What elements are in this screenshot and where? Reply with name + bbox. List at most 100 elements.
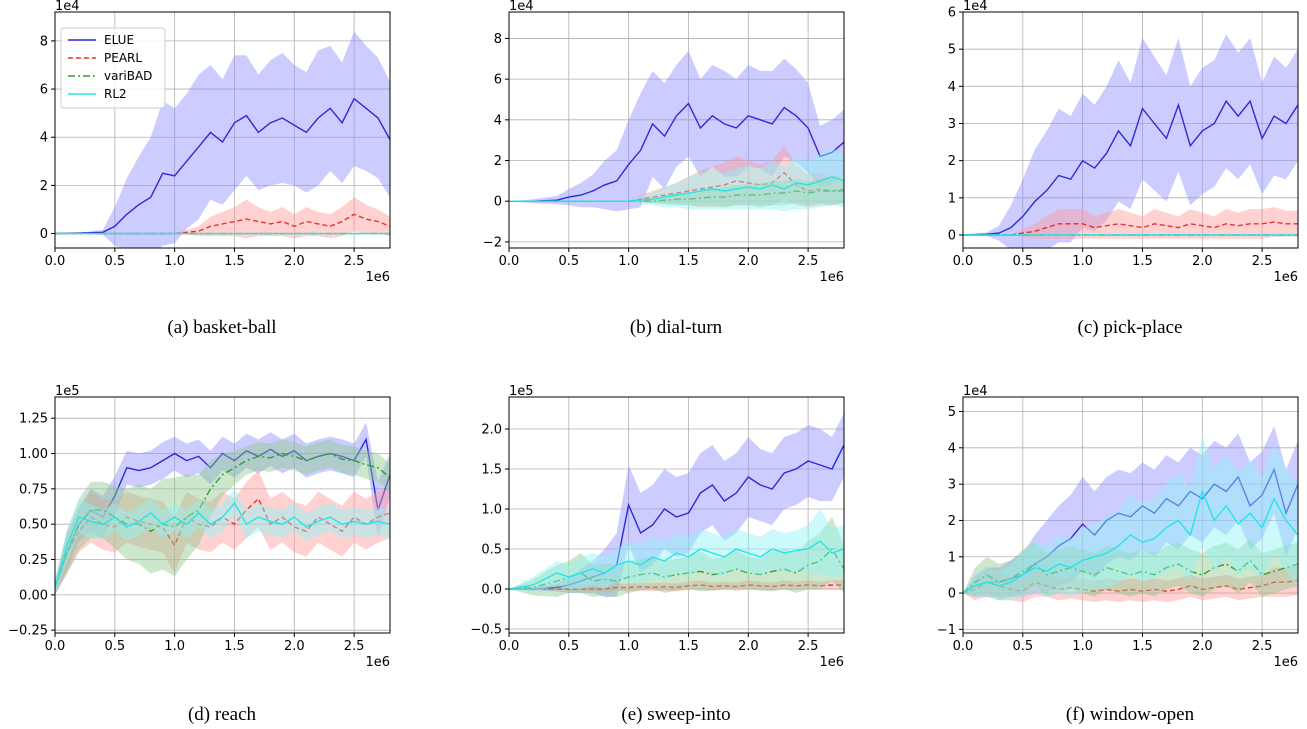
- plot-area: [509, 50, 844, 212]
- subfigure-caption: (a) basket-ball: [167, 317, 276, 338]
- x-tick-label: 2.5: [1252, 254, 1273, 269]
- series-line-rl2: [509, 176, 844, 202]
- y-tick-label: 4: [494, 113, 502, 128]
- subfigure-caption: (b) dial-turn: [630, 317, 723, 338]
- legend-label-pearl: PEARL: [104, 51, 142, 65]
- y-tick-label: 2: [948, 514, 956, 529]
- x-tick-label: 2.0: [1192, 639, 1213, 654]
- series-band-elue: [55, 31, 390, 248]
- chart-panel-6: 0.0 0.5 1.0 1.5 2.0 2.5 −1 0 1 2 3 4 5 1e4 1e6 (f) wind…: [937, 384, 1299, 725]
- x-axis-multiplier: 1e6: [1273, 270, 1298, 285]
- series-band-pearl: [55, 470, 390, 595]
- series-band-pearl: [963, 207, 1298, 239]
- y-tick-label: 2: [948, 154, 956, 169]
- series-line-varibad: [963, 559, 1298, 594]
- subfigure-caption: (f) window-open: [1066, 704, 1195, 725]
- x-tick-label: 0.0: [499, 639, 520, 654]
- x-axis-multiplier: 1e6: [365, 655, 390, 670]
- x-tick-label: 0.5: [1012, 639, 1033, 654]
- series-band-elue: [963, 426, 1298, 597]
- y-tick-label: 3: [948, 478, 956, 493]
- series-band-varibad: [509, 517, 844, 597]
- x-tick-label: 1.5: [678, 254, 699, 269]
- x-tick-label: 1.0: [618, 639, 639, 654]
- series-line-varibad: [509, 547, 844, 590]
- y-axis-multiplier: 1e4: [963, 0, 988, 14]
- y-tick-label: 6: [494, 73, 502, 88]
- x-tick-label: 0.0: [45, 254, 66, 269]
- y-tick-label: 5: [948, 405, 956, 420]
- x-tick-label: 2.0: [284, 639, 305, 654]
- x-axis-multiplier: 1e6: [819, 270, 844, 285]
- series-band-pearl: [55, 197, 390, 239]
- y-tick-label: 0: [494, 195, 502, 210]
- legend-label-varibad: variBAD: [104, 69, 152, 83]
- subfigure-caption: (d) reach: [188, 704, 257, 725]
- y-axis-multiplier: 1e4: [509, 0, 534, 14]
- x-tick-label: 1.0: [164, 639, 185, 654]
- series-line-varibad: [55, 452, 390, 589]
- series-band-varibad: [55, 439, 390, 595]
- chart-panel-2: 0.0 0.5 1.0 1.5 2.0 2.5 −2 0 2 4 6 8 1e4 1e6 (b) dial-…: [483, 0, 845, 338]
- y-tick-label: 6: [948, 6, 956, 21]
- series-band-varibad: [509, 176, 844, 208]
- x-tick-label: 0.0: [499, 254, 520, 269]
- x-tick-label: 0.5: [1012, 254, 1033, 269]
- x-tick-label: 1.5: [1132, 639, 1153, 654]
- y-tick-label: 0: [948, 587, 956, 602]
- series-line-elue: [509, 102, 844, 202]
- plot-area: [509, 413, 844, 597]
- subfigure-caption: (e) sweep-into: [621, 704, 730, 725]
- x-axis-multiplier: 1e6: [365, 270, 390, 285]
- y-tick-label: 4: [948, 80, 956, 95]
- x-tick-label: 2.5: [798, 639, 819, 654]
- y-tick-label: 4: [948, 441, 956, 456]
- legend-box: [60, 27, 166, 109]
- series-band-pearl: [509, 146, 844, 208]
- series-band-rl2: [509, 148, 844, 212]
- x-tick-label: 2.5: [344, 639, 365, 654]
- legend: ELUE PEARL variBAD RL2: [60, 27, 166, 109]
- x-tick-label: 1.0: [164, 254, 185, 269]
- y-tick-label: 0.25: [19, 553, 48, 568]
- x-tick-label: 1.5: [224, 254, 245, 269]
- x-axis-multiplier: 1e6: [819, 655, 844, 670]
- x-tick-label: 2.5: [798, 254, 819, 269]
- x-tick-label: 0.5: [558, 254, 579, 269]
- y-tick-label: 0.5: [481, 543, 502, 558]
- chart-panel-4: 0.0 0.5 1.0 1.5 2.0 2.5 −0.25 0.00 0.25 0.50 0.75 1…: [8, 384, 391, 725]
- axes-frame: [54, 11, 391, 249]
- series-line-pearl: [963, 221, 1298, 236]
- x-axis-multiplier: 1e6: [1273, 655, 1298, 670]
- x-tick-label: 1.0: [618, 254, 639, 269]
- series-line-rl2: [963, 489, 1298, 594]
- x-tick-label: 0.5: [104, 639, 125, 654]
- y-tick-label: 1.5: [481, 463, 502, 478]
- series-band-rl2: [509, 509, 844, 593]
- x-tick-label: 2.5: [1252, 639, 1273, 654]
- y-tick-label: 0.50: [19, 518, 48, 533]
- series-band-rl2: [55, 488, 390, 595]
- series-line-pearl: [963, 579, 1298, 594]
- y-axis-multiplier: 1e5: [55, 384, 80, 399]
- x-tick-label: 1.5: [678, 639, 699, 654]
- x-tick-label: 1.5: [224, 639, 245, 654]
- series-line-elue: [963, 99, 1298, 236]
- y-tick-label: −0.25: [8, 624, 48, 639]
- y-tick-label: 0.75: [19, 482, 48, 497]
- legend-label-elue: ELUE: [104, 33, 134, 47]
- y-axis-multiplier: 1e4: [963, 384, 988, 399]
- x-tick-label: 1.0: [1072, 254, 1093, 269]
- series-band-elue: [55, 422, 390, 595]
- chart-panel-3: 0.0 0.5 1.0 1.5 2.0 2.5 0 1 2 3 4 5 6 1e4 1e6 (c) pick-…: [948, 0, 1299, 338]
- y-axis-multiplier: 1e5: [509, 384, 534, 399]
- y-tick-label: 0: [40, 227, 48, 242]
- plot-area: [963, 426, 1298, 603]
- y-tick-label: 2.0: [481, 423, 502, 438]
- series-band-elue: [963, 34, 1298, 248]
- subfigure-caption: (c) pick-place: [1078, 317, 1183, 338]
- y-tick-label: 1.25: [19, 412, 48, 427]
- x-tick-label: 2.0: [738, 254, 759, 269]
- series-band-varibad: [963, 538, 1298, 601]
